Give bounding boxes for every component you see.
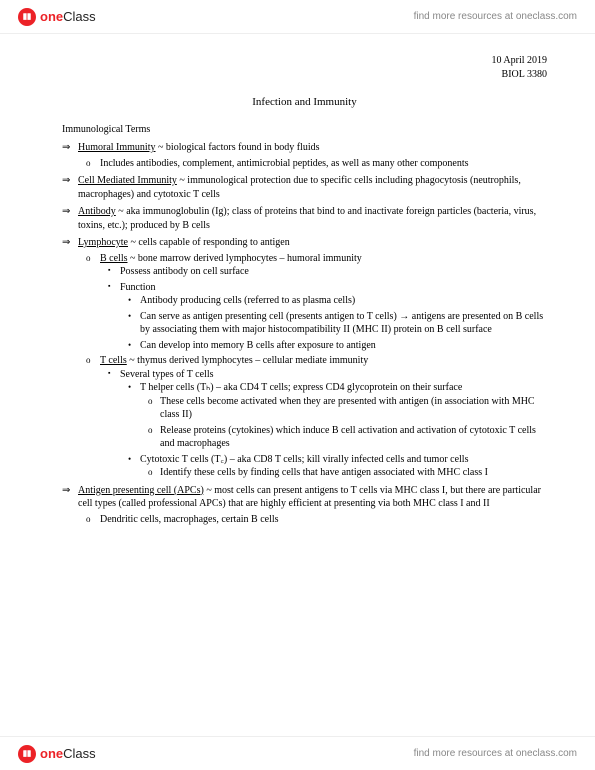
book-icon [18,8,36,26]
document-page: 10 April 2019 BIOL 3380 Infection and Im… [0,36,595,734]
l4-item: Antibody producing cells (referred to as… [120,294,547,308]
tagline-link[interactable]: find more resources at oneclass.com [414,11,577,22]
l4-item: Can serve as antigen presenting cell (pr… [120,310,547,337]
sub-item: Includes antibodies, complement, antimic… [78,157,547,171]
l5-item: These cells become activated when they a… [140,395,547,422]
top-bar: oneClass find more resources at oneclass… [0,0,595,34]
bottom-bar: oneClass find more resources at oneclass… [0,736,595,770]
brand-logo[interactable]: oneClass [18,8,96,26]
term-item: Lymphocyte ~ cells capable of responding… [62,236,547,480]
book-icon [18,745,36,763]
l5-item: Release proteins (cytokines) which induc… [140,424,547,451]
term-item: Cell Mediated Immunity ~ immunological p… [62,174,547,201]
l3-item: FunctionAntibody producing cells (referr… [100,281,547,353]
date-text: 10 April 2019 [62,54,547,68]
l4-item: T helper cells (Tₕ) – aka CD4 T cells; e… [120,381,547,451]
l4-item: Cytotoxic T cells (T꜀) – aka CD8 T cells… [120,453,547,480]
page-meta: 10 April 2019 BIOL 3380 [62,54,547,82]
tagline-link[interactable]: find more resources at oneclass.com [414,748,577,759]
sub-item: B cells ~ bone marrow derived lymphocyte… [78,252,547,353]
section-heading: Immunological Terms [62,124,547,135]
l4-item: Can develop into memory B cells after ex… [120,339,547,353]
page-title: Infection and Immunity [62,96,547,108]
term-item: Humoral Immunity ~ biological factors fo… [62,141,547,170]
l5-item: Identify these cells by finding cells th… [140,466,547,480]
brand-text: oneClass [40,9,96,24]
term-item: Antigen presenting cell (APCs) ~ most ce… [62,484,547,527]
brand-text: oneClass [40,746,96,761]
sub-item: T cells ~ thymus derived lymphocytes – c… [78,354,547,480]
term-item: Antibody ~ aka immunoglobulin (Ig); clas… [62,205,547,232]
course-code: BIOL 3380 [62,68,547,82]
terms-list: Humoral Immunity ~ biological factors fo… [62,141,547,526]
l3-item: Several types of T cellsT helper cells (… [100,368,547,480]
sub-item: Dendritic cells, macrophages, certain B … [78,513,547,527]
brand-logo[interactable]: oneClass [18,745,96,763]
l3-item: Possess antibody on cell surface [100,265,547,279]
